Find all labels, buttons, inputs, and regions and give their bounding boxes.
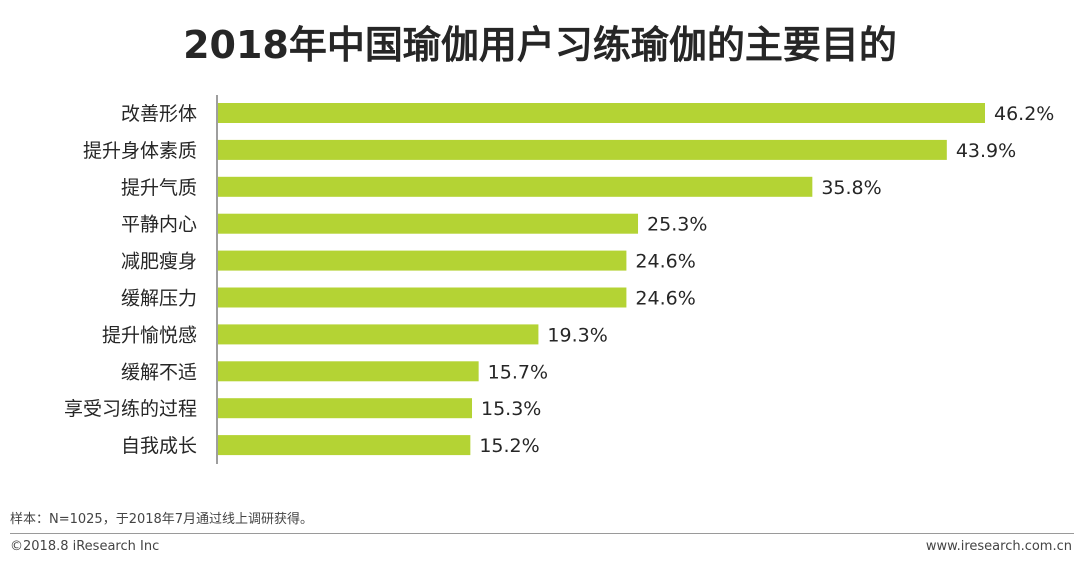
- value-label: 25.3%: [647, 214, 707, 236]
- category-label: 改善形体: [121, 103, 197, 125]
- chart-title: 2018年中国瑜伽用户习练瑜伽的主要目的: [183, 23, 897, 67]
- bar: [218, 324, 539, 345]
- bar: [218, 361, 479, 382]
- bar: [218, 287, 627, 308]
- category-label: 减肥瘦身: [121, 251, 197, 273]
- bar-chart: 改善形体 46.2% 提升身体素质 43.9% 提升气质 35.8% 平静内心 25.3% 减肥…: [64, 95, 1054, 464]
- footer-divider: [10, 533, 1074, 534]
- bar: [218, 103, 985, 123]
- value-label: 35.8%: [821, 177, 881, 199]
- value-label: 15.7%: [488, 361, 548, 383]
- bar: [218, 139, 947, 160]
- website-link[interactable]: www.iresearch.com.cn: [925, 539, 1072, 554]
- category-label: 享受习练的过程: [64, 398, 197, 420]
- category-label: 缓解不适: [121, 361, 197, 383]
- category-label: 缓解压力: [121, 288, 197, 310]
- value-label: 43.9%: [956, 140, 1016, 162]
- value-label: 19.3%: [547, 324, 607, 346]
- value-label: 24.6%: [635, 251, 695, 273]
- value-label: 24.6%: [635, 288, 695, 310]
- category-label: 自我成长: [121, 435, 197, 457]
- category-label: 提升身体素质: [83, 140, 197, 162]
- value-label: 46.2%: [994, 103, 1054, 125]
- bar: [218, 435, 471, 456]
- bar: [218, 398, 473, 419]
- value-label: 15.3%: [481, 398, 541, 420]
- copyright-text: ©2018.8 iResearch Inc: [10, 539, 160, 554]
- value-label: 15.2%: [479, 435, 539, 457]
- category-label: 平静内心: [121, 214, 197, 236]
- bar: [218, 213, 639, 234]
- bar: [218, 250, 627, 271]
- bar: [218, 176, 813, 197]
- category-label: 提升气质: [121, 177, 197, 199]
- category-label: 提升愉悦感: [102, 324, 197, 346]
- sample-note: 样本：N=1025，于2018年7月通过线上调研获得。: [10, 512, 314, 527]
